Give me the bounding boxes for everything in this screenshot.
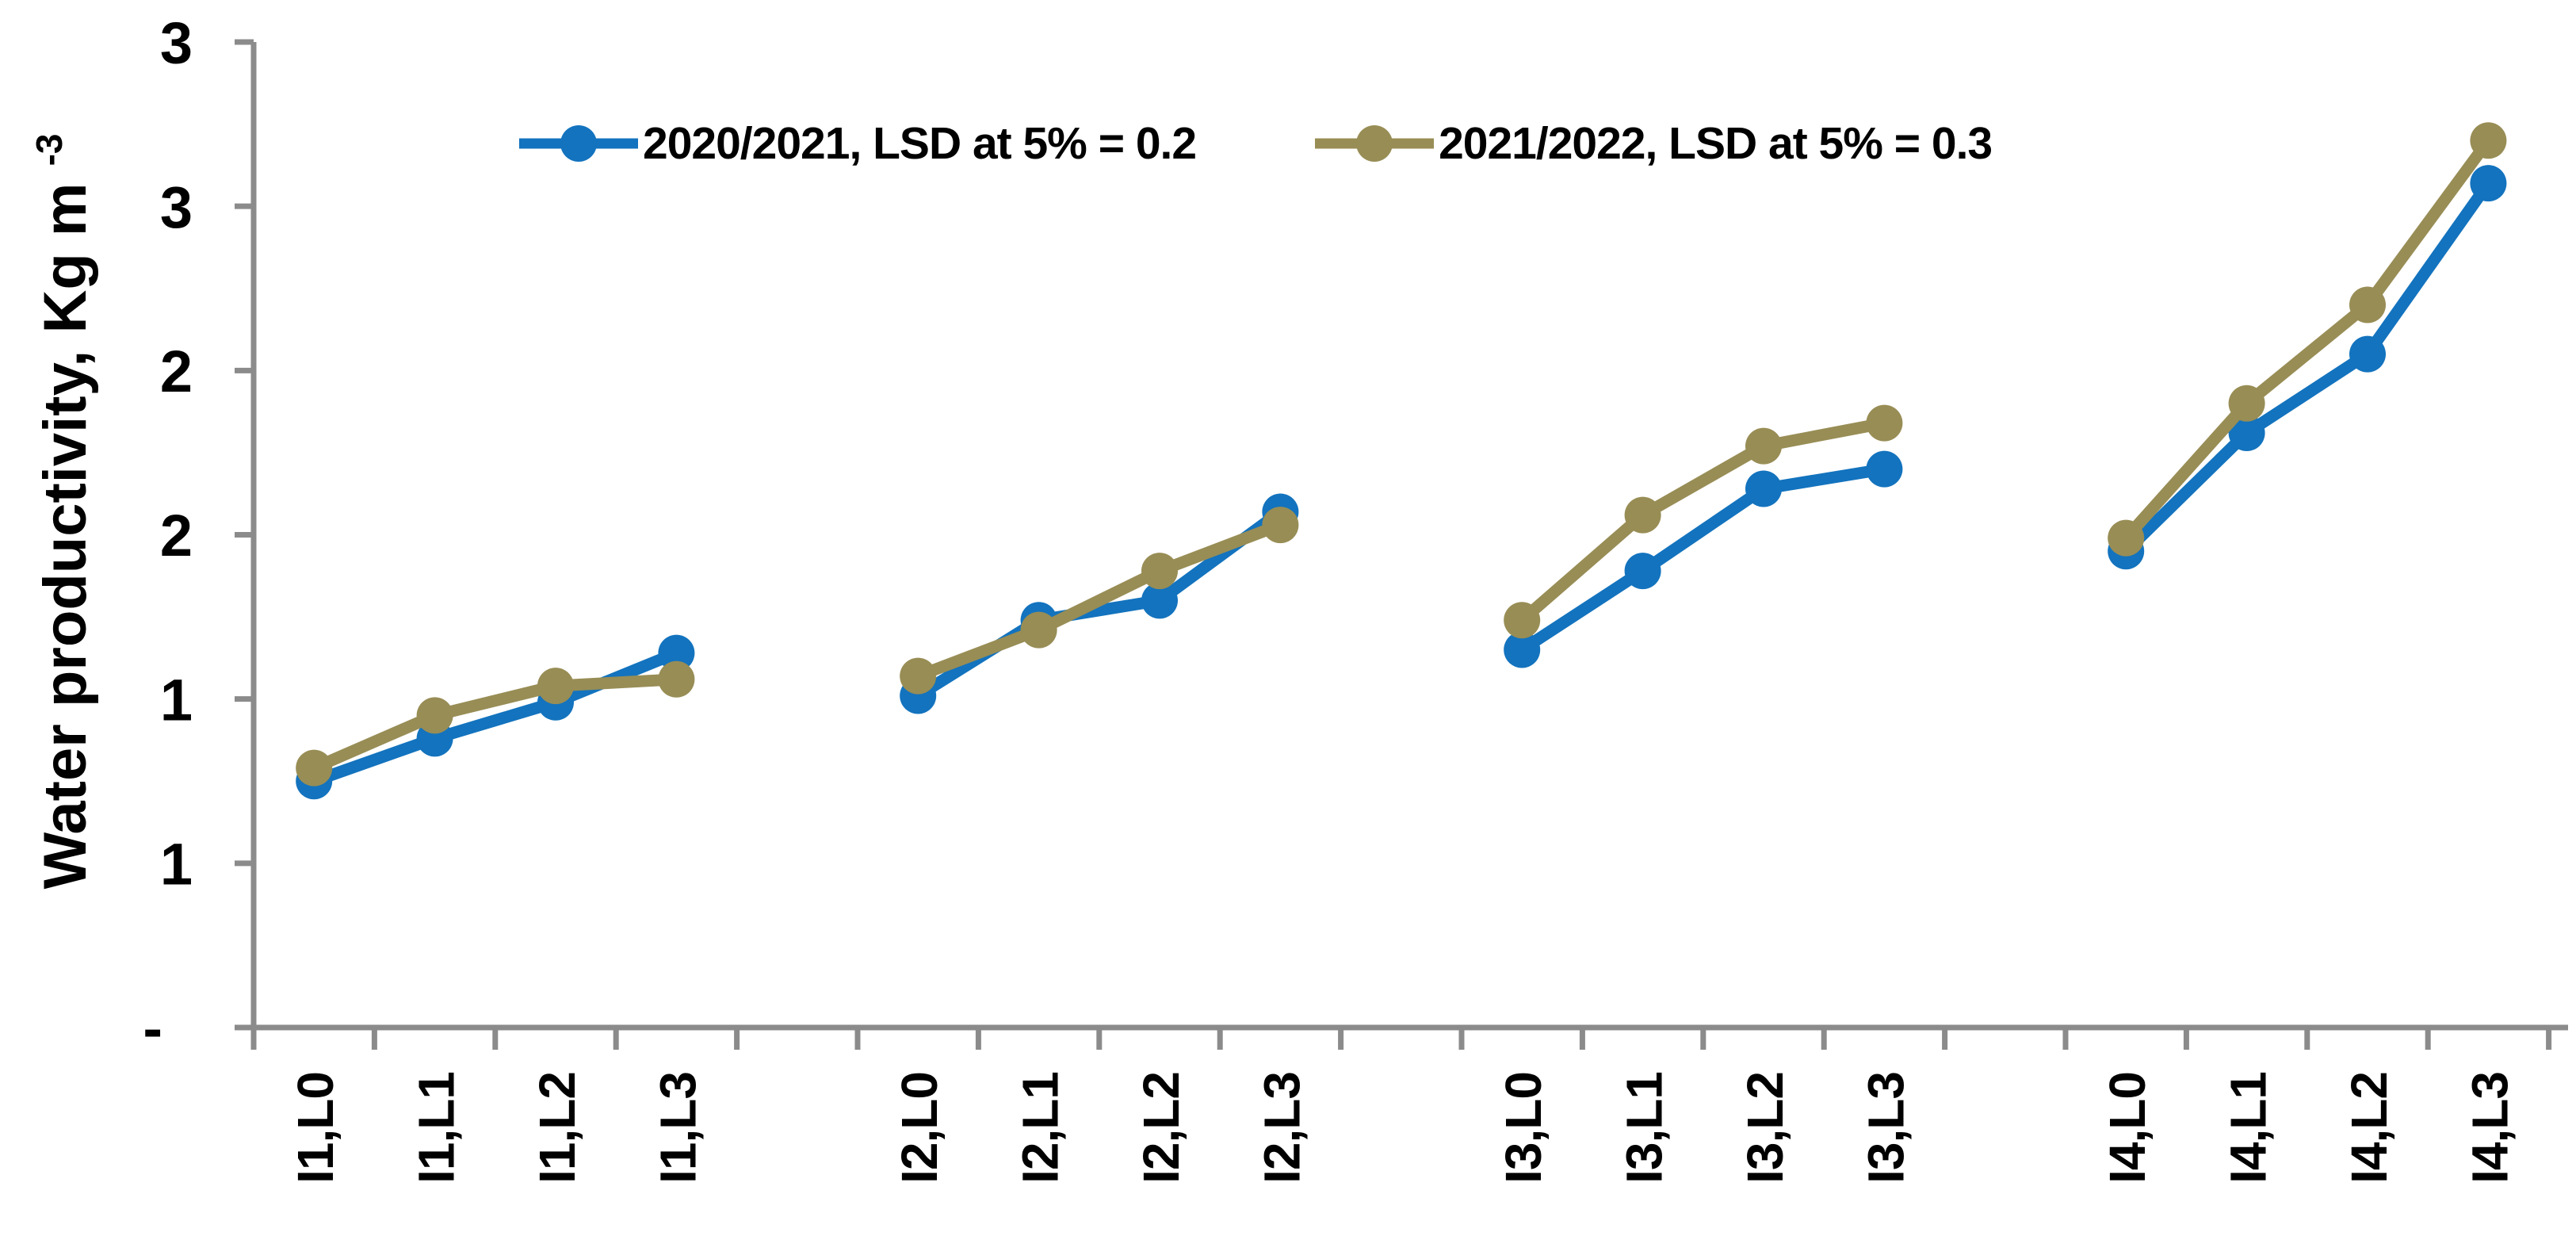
legend-item-2020-2021: 2020/2021, LSD at 5% = 0.2 [519, 117, 1197, 170]
data-point-marker-1 [1504, 602, 1541, 639]
x-tick-label: I3,L2 [1737, 1072, 1794, 1184]
x-tick-label: I1,L0 [287, 1072, 344, 1184]
data-point-marker-1 [2349, 286, 2386, 323]
data-point-marker-0 [1745, 470, 1782, 507]
data-point-marker-1 [416, 697, 453, 734]
y-axis-title-superscript: -3 [29, 134, 70, 166]
x-tick-label: I3,L3 [1857, 1072, 1914, 1184]
x-tick-label: I3,L0 [1495, 1072, 1552, 1184]
y-tick-label: 3 [160, 174, 193, 240]
series-line-1 [1515, 417, 1890, 626]
data-point-marker-1 [2108, 519, 2145, 557]
y-axis-title: Water productivity, Kg m -3 [29, 134, 99, 890]
data-point-marker-0 [1504, 631, 1541, 668]
legend-label-2020-2021: 2020/2021, LSD at 5% = 0.2 [643, 118, 1197, 169]
data-point-marker-0 [658, 634, 695, 672]
legend: 2020/2021, LSD at 5% = 0.2 2021/2022, LS… [519, 117, 1993, 170]
data-point-marker-0 [1866, 450, 1903, 488]
data-point-marker-1 [2228, 385, 2265, 422]
series-line-1 [308, 673, 682, 775]
x-tick-label: I4,L2 [2341, 1072, 2398, 1184]
x-tick-label: I1,L2 [529, 1072, 586, 1184]
data-point-marker-0 [2470, 165, 2507, 202]
x-tick-label: I2,L3 [1253, 1072, 1310, 1184]
y-tick-label: 2 [160, 503, 193, 568]
x-tick-label: I3,L1 [1616, 1072, 1673, 1184]
data-point-marker-0 [1141, 582, 1178, 619]
series-line-1 [912, 519, 1286, 683]
series-line-0 [2119, 177, 2494, 557]
y-axis-title-main: Water productivity, Kg m [32, 183, 99, 890]
data-point-marker-1 [537, 668, 574, 705]
data-point-marker-1 [1020, 611, 1057, 649]
data-point-marker-1 [1745, 427, 1782, 465]
x-tick-label: I2,L1 [1012, 1072, 1069, 1184]
data-point-marker-1 [658, 660, 695, 698]
legend-label-2021-2022: 2021/2022, LSD at 5% = 0.3 [1439, 118, 1993, 169]
data-point-marker-1 [296, 749, 333, 786]
plot-generated: - 1 1 2 2 3 3 I1,L0 I1,L1 I1,L2 I1,L3 I2,L0 I2,L1 I2,… [143, 10, 2568, 1184]
data-point-marker-1 [900, 657, 937, 695]
data-point-marker-1 [2470, 122, 2507, 159]
x-tick-label: I1,L1 [408, 1072, 465, 1184]
data-point-marker-0 [1624, 553, 1661, 590]
x-tick-label: I1,L3 [649, 1072, 706, 1184]
legend-item-2021-2022: 2021/2022, LSD at 5% = 0.3 [1315, 117, 1993, 170]
y-tick-label: - [143, 996, 162, 1062]
data-point-marker-1 [1141, 553, 1178, 590]
series-line-0 [1515, 463, 1890, 656]
y-tick-label: 2 [160, 339, 193, 404]
x-tick-label: I4,L0 [2099, 1072, 2156, 1184]
data-point-marker-1 [1624, 496, 1661, 534]
x-tick-label: I4,L3 [2461, 1072, 2518, 1184]
x-tick-label: I2,L2 [1133, 1072, 1190, 1184]
data-point-marker-1 [1866, 404, 1903, 442]
series-line-0 [308, 647, 682, 787]
x-tick-label: I4,L1 [2220, 1072, 2277, 1184]
data-point-marker-1 [1262, 507, 1299, 544]
y-tick-label: 1 [160, 831, 193, 897]
legend-marker-2020-2021-icon [519, 125, 638, 162]
y-tick-label: 1 [160, 667, 193, 733]
y-tick-label: 3 [160, 10, 193, 76]
series-line-1 [2119, 134, 2494, 545]
x-tick-label: I2,L0 [891, 1072, 948, 1184]
data-point-marker-0 [2349, 335, 2386, 373]
legend-marker-2021-2022-icon [1315, 125, 1435, 162]
data-point-marker-0 [2228, 415, 2265, 452]
